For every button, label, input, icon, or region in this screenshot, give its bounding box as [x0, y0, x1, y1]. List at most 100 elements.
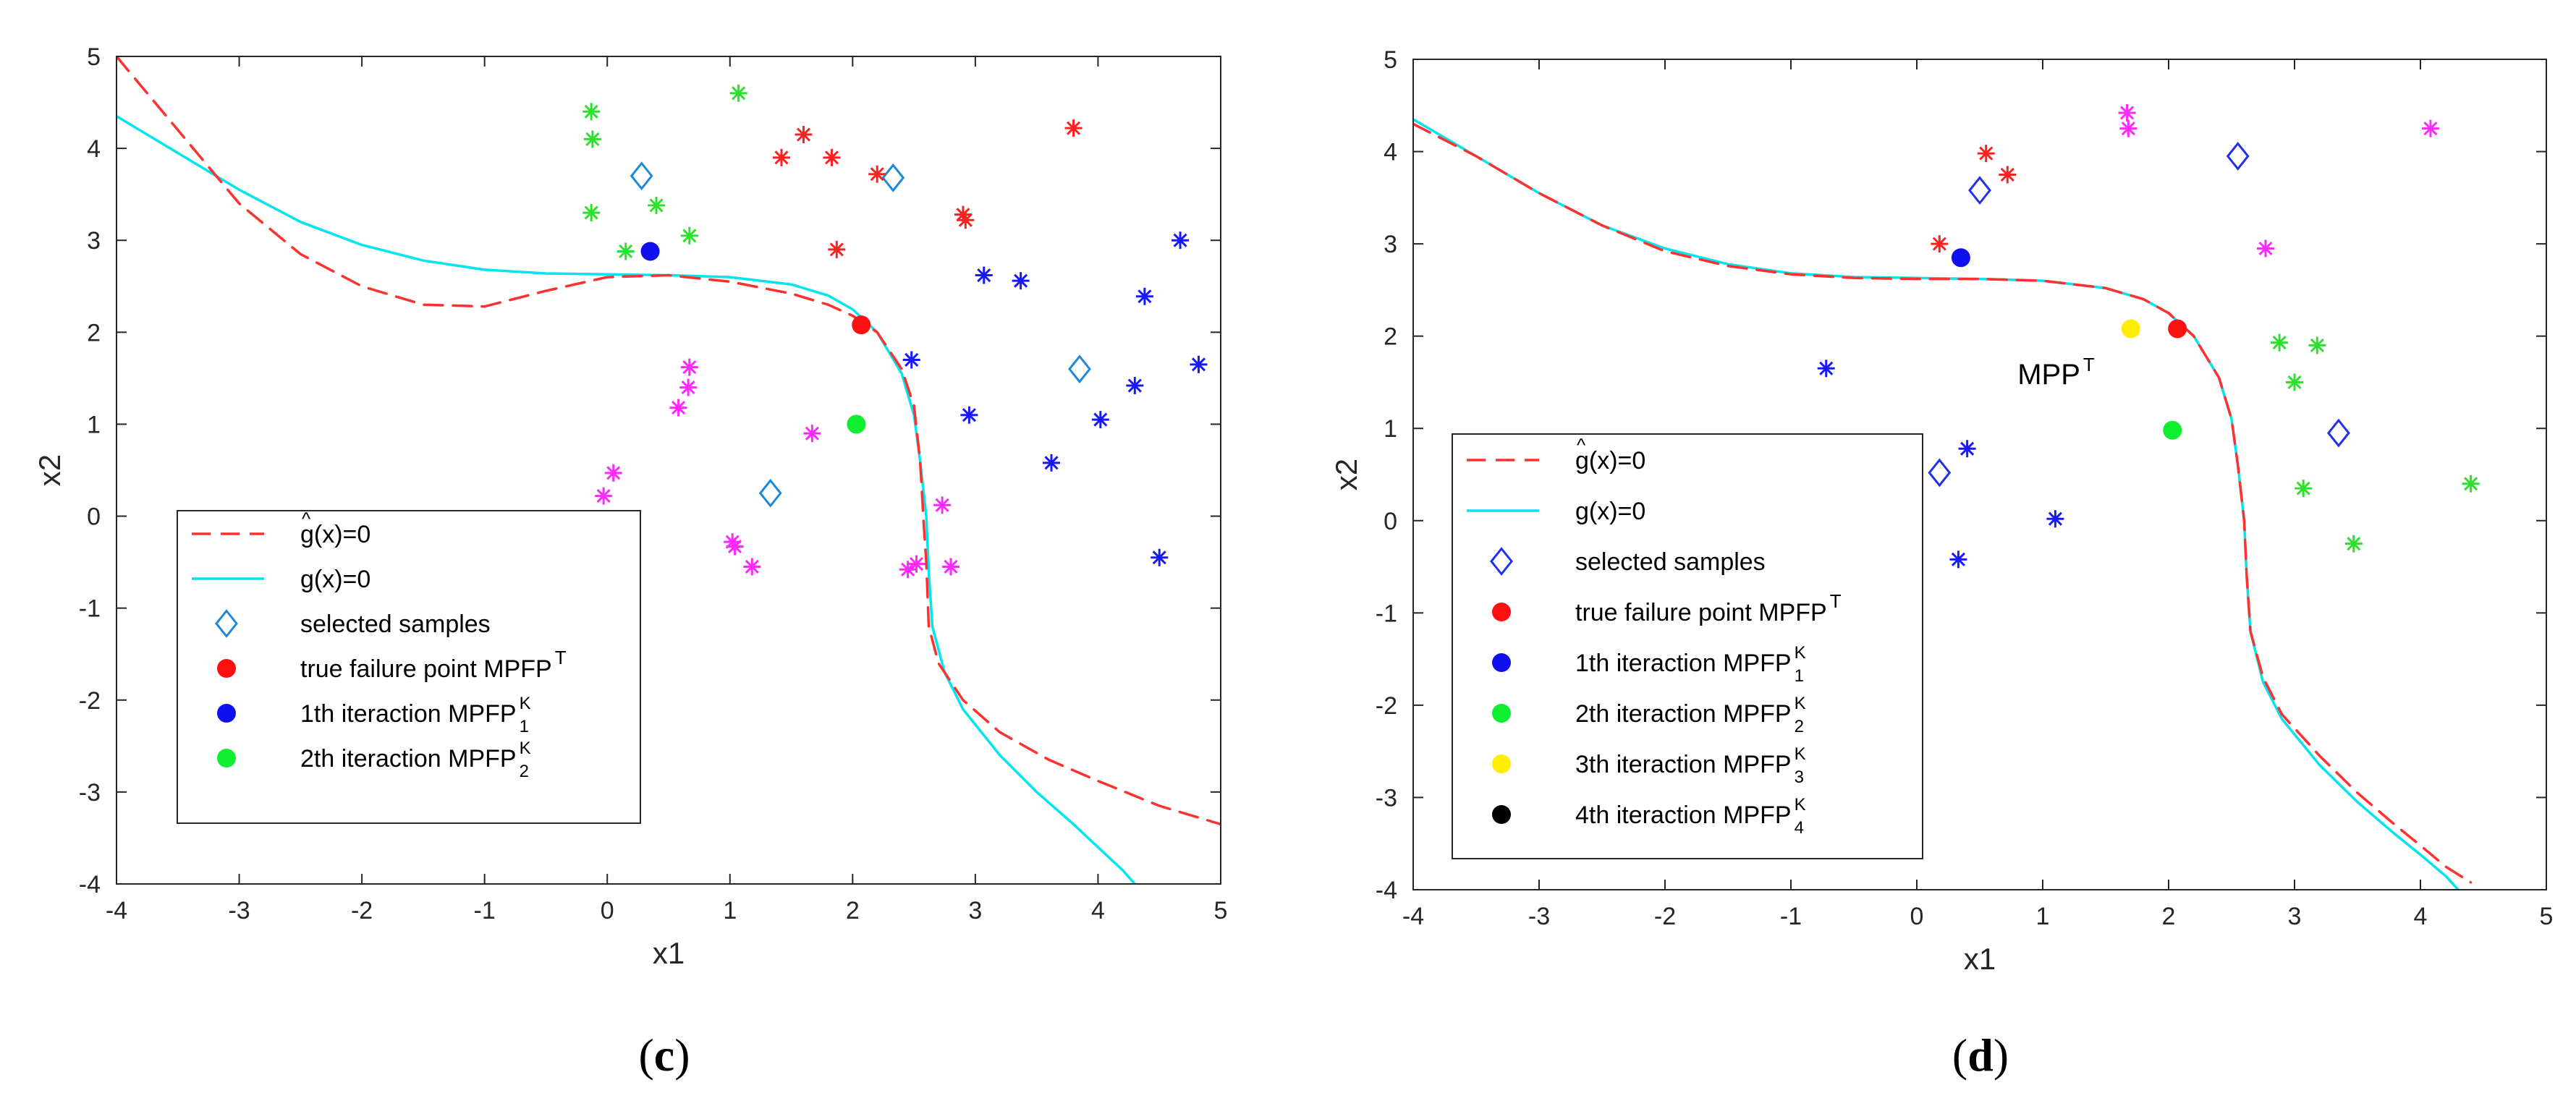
dot-point	[640, 242, 660, 261]
legend-text-main: 4th iteraction MPFP	[1575, 801, 1792, 829]
asterisk-point	[2271, 333, 2289, 352]
asterisk-point	[960, 406, 978, 424]
legend-item: 2th iteraction MPFP K 2	[1492, 694, 1806, 736]
y-tick-label: -4	[79, 871, 101, 898]
asterisk-point	[772, 148, 790, 166]
legend-item: ^ g(x)=0	[192, 508, 370, 548]
legend-label: true failure point MPFP T	[300, 647, 567, 683]
series-magenta-samples	[595, 358, 959, 579]
y-tick-label: 5	[1384, 46, 1397, 74]
series-3th-iteraction-mpfp-3-k	[2121, 319, 2140, 339]
superscript: K	[1795, 643, 1806, 663]
series-magenta-samples	[2118, 103, 2439, 258]
hat-symbol: ^	[302, 508, 311, 530]
asterisk-point	[803, 425, 821, 443]
y-tick-label: 4	[87, 135, 101, 163]
asterisk-point	[2295, 480, 2313, 498]
legend-key-dot	[1492, 704, 1511, 723]
x-tick-label: -4	[106, 897, 127, 924]
y-axis-label: x2	[33, 454, 67, 486]
x-tick-label: 0	[601, 897, 614, 924]
x-axis-label: x1	[653, 936, 685, 970]
asterisk-point	[669, 399, 687, 417]
legend-item: g(x)=0	[192, 566, 370, 593]
legend-item: selected samples	[215, 609, 491, 638]
asterisk-point	[1172, 231, 1190, 250]
asterisk-point	[1043, 454, 1061, 472]
y-tick-label: 0	[1384, 508, 1397, 535]
legend-text-main: g(x)=0	[300, 521, 370, 548]
series-green-samples	[582, 84, 747, 260]
y-tick-label: -3	[1376, 784, 1397, 812]
asterisk-point	[975, 266, 993, 284]
y-tick-label: 0	[87, 503, 101, 531]
x-tick-label: 0	[1910, 903, 1924, 930]
asterisk-point	[582, 204, 601, 222]
diamond-point	[758, 478, 782, 508]
asterisk-point	[1012, 272, 1030, 290]
series-red-samples	[1931, 145, 2017, 253]
legend-box	[177, 510, 641, 824]
legend-label: 3th iteraction MPFP K 3	[1575, 744, 1806, 787]
diamond-point	[881, 163, 905, 192]
y-axis-label: x2	[1329, 459, 1363, 490]
asterisk-point	[1977, 145, 1995, 163]
series-blue-samples	[902, 231, 1208, 566]
legend-text-main: true failure point MPFP	[300, 655, 552, 683]
asterisk-point	[1958, 440, 1976, 458]
y-tick-label: 1	[87, 411, 101, 438]
y-tick-label: -1	[1376, 600, 1397, 627]
subscript: 2	[520, 762, 529, 781]
x-tick-label: -1	[1780, 903, 1802, 930]
asterisk-point	[2286, 373, 2303, 391]
data-layer	[1413, 103, 2480, 890]
legend-item: g(x)=0	[1467, 498, 1645, 525]
asterisk-point	[2462, 475, 2480, 493]
asterisk-point	[743, 558, 761, 576]
asterisk-point	[1091, 411, 1109, 429]
series-true-failure-point-mpfp-t	[2168, 319, 2187, 339]
series-blue-samples	[1817, 360, 2064, 569]
asterisk-point	[2256, 239, 2274, 258]
legend-label: 1th iteraction MPFP K 1	[1575, 643, 1806, 686]
asterisk-point	[1999, 166, 2017, 184]
legend-text-main: g(x)=0	[1575, 447, 1645, 475]
panel-label: (d)	[1952, 1029, 2009, 1081]
asterisk-point	[957, 211, 975, 229]
x-tick-label: 5	[1214, 897, 1228, 924]
asterisk-point	[1190, 355, 1208, 373]
diamond-point	[2226, 142, 2250, 171]
asterisk-point	[648, 196, 666, 214]
asterisk-point	[1135, 287, 1153, 305]
legend-label: g(x)=0	[300, 566, 370, 593]
annotation-mpp: MPP T	[2017, 354, 2095, 391]
y-tick-label: -2	[1376, 692, 1397, 720]
asterisk-point	[680, 358, 698, 376]
dot-point	[852, 315, 871, 335]
y-tick-label: 2	[87, 319, 101, 346]
asterisk-point	[1151, 548, 1169, 566]
x-tick-label: -1	[474, 897, 496, 924]
legend-label: selected samples	[1575, 548, 1766, 576]
subscript: 4	[1795, 818, 1804, 838]
x-tick-label: 4	[1091, 897, 1105, 924]
legend-label: ^ g(x)=0	[300, 508, 370, 548]
diamond-point	[1928, 458, 1952, 488]
asterisk-point	[2119, 119, 2138, 137]
legend-item: true failure point MPFP T	[1492, 590, 1842, 626]
x-tick-label: -3	[228, 897, 250, 924]
asterisk-point	[2308, 336, 2326, 354]
y-tick-label: -2	[79, 687, 101, 715]
legend-item: 4th iteraction MPFP K 4	[1492, 795, 1806, 838]
legend-label: 1th iteraction MPFP K 1	[300, 694, 531, 736]
legend-text-main: 2th iteraction MPFP	[1575, 700, 1792, 728]
x-tick-label: -2	[1654, 903, 1676, 930]
series-selected-samples	[630, 161, 1091, 508]
legend-text-main: g(x)=0	[1575, 498, 1645, 525]
x-tick-label: -2	[351, 897, 373, 924]
diamond-point	[1968, 176, 1991, 205]
dot-point	[847, 414, 866, 434]
asterisk-point	[1949, 550, 1967, 569]
